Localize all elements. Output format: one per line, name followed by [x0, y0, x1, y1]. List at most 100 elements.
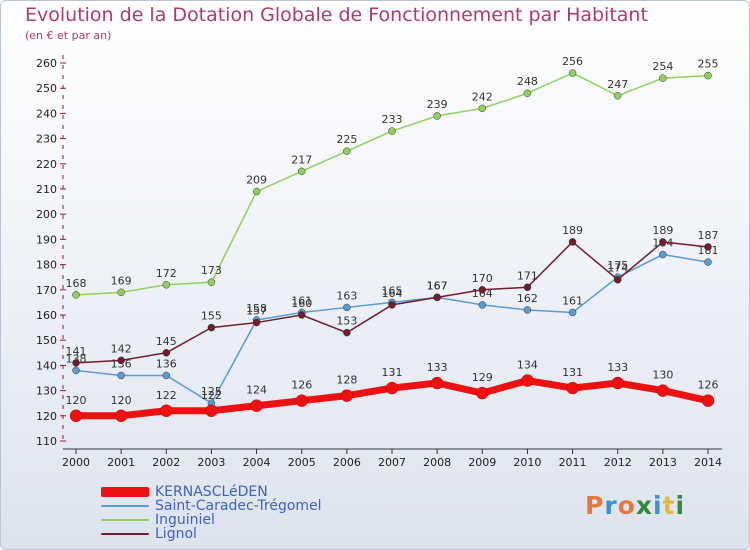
- data-point: [388, 301, 396, 309]
- data-point: [433, 112, 441, 120]
- y-tick-label: 190: [36, 233, 57, 246]
- data-point: [72, 291, 80, 299]
- data-point: [117, 288, 125, 297]
- data-label: 174: [607, 262, 628, 275]
- data-point: [343, 328, 351, 337]
- legend-swatch: [101, 533, 149, 535]
- data-label: 171: [517, 269, 538, 282]
- data-label: 164: [382, 287, 403, 300]
- legend-item: KERNASCLéDEN: [101, 485, 322, 499]
- logo-letter: P: [585, 491, 605, 520]
- data-point: [523, 283, 532, 292]
- data-label: 122: [156, 389, 177, 402]
- data-point: [207, 278, 216, 286]
- data-point: [162, 349, 171, 357]
- legend-item: Saint-Caradec-Trégomel: [101, 499, 322, 513]
- data-point: [659, 250, 667, 259]
- data-label: 225: [336, 133, 357, 146]
- chart-legend: KERNASCLéDEN Saint-Caradec-Trégomel Inguin…: [101, 485, 322, 541]
- y-tick-label: 210: [36, 183, 57, 196]
- data-label: 120: [111, 394, 132, 407]
- x-tick-label: 2008: [423, 456, 451, 469]
- y-tick-label: 160: [36, 309, 57, 322]
- y-tick-label: 220: [36, 158, 57, 171]
- data-point: [659, 74, 667, 82]
- data-label: 165: [382, 284, 403, 297]
- data-point: [388, 127, 396, 135]
- legend-item: Lignol: [101, 527, 322, 541]
- y-tick-label: 250: [36, 82, 57, 95]
- data-label: 163: [336, 289, 357, 302]
- x-tick-label: 2000: [62, 456, 90, 469]
- data-point: [72, 359, 80, 367]
- data-label: 126: [291, 379, 312, 392]
- data-label: 173: [201, 264, 222, 277]
- data-label: 124: [246, 384, 267, 397]
- data-point: [613, 92, 622, 100]
- logo-letter: t: [662, 491, 676, 520]
- data-point: [566, 381, 579, 395]
- legend-label: Inguiniel: [155, 512, 215, 528]
- data-label: 131: [562, 366, 583, 379]
- data-point: [568, 238, 577, 246]
- data-label: 217: [291, 153, 312, 166]
- data-label: 122: [201, 389, 222, 402]
- logo-letter: i: [675, 491, 686, 520]
- data-label: 142: [111, 342, 132, 355]
- data-label: 155: [201, 310, 222, 323]
- data-label: 126: [698, 379, 719, 392]
- data-label: 170: [472, 272, 493, 285]
- data-point: [656, 384, 670, 397]
- data-label: 160: [291, 297, 312, 310]
- data-point: [521, 374, 534, 387]
- x-tick-label: 2010: [513, 456, 541, 469]
- data-label: 161: [562, 294, 583, 307]
- y-tick-label: 240: [36, 107, 57, 120]
- data-point: [659, 238, 667, 246]
- data-point: [611, 376, 624, 390]
- data-label: 248: [517, 75, 538, 88]
- x-tick-label: 2002: [152, 456, 180, 469]
- y-tick-label: 120: [36, 410, 57, 423]
- data-point: [340, 389, 354, 402]
- data-point: [114, 409, 128, 423]
- legend-swatch: [101, 519, 149, 521]
- data-label: 167: [427, 279, 448, 292]
- y-tick-label: 230: [36, 133, 57, 146]
- data-label: 125: [201, 385, 222, 398]
- data-label: 189: [562, 224, 583, 237]
- legend-swatch: [101, 487, 149, 497]
- x-tick-label: 2006: [333, 456, 361, 469]
- data-label: 130: [652, 369, 673, 382]
- chart-subtitle: (en € et par an): [25, 29, 112, 42]
- data-label: 175: [607, 259, 628, 272]
- data-point: [72, 366, 80, 375]
- data-label: 168: [66, 277, 87, 290]
- x-tick-label: 2012: [604, 456, 632, 469]
- data-point: [117, 356, 125, 365]
- data-label: 129: [472, 371, 493, 384]
- y-tick-label: 260: [36, 57, 57, 70]
- logo-letter: o: [617, 491, 636, 520]
- data-point: [252, 318, 261, 327]
- data-label: 128: [336, 374, 357, 387]
- data-label: 136: [156, 357, 177, 370]
- data-point: [297, 311, 306, 319]
- data-label: 169: [111, 274, 132, 287]
- y-tick-label: 140: [36, 359, 57, 372]
- data-point: [343, 147, 351, 155]
- data-label: 158: [246, 302, 267, 315]
- x-tick-label: 2011: [559, 456, 587, 469]
- proxiti-logo: Proxiti: [585, 491, 685, 520]
- x-tick-label: 2013: [649, 456, 677, 469]
- data-point: [704, 258, 712, 266]
- y-tick-label: 150: [36, 334, 57, 347]
- data-label: 172: [156, 267, 177, 280]
- data-point: [250, 399, 263, 412]
- data-point: [297, 167, 306, 176]
- data-point: [478, 301, 487, 309]
- data-point: [385, 381, 399, 395]
- data-label: 242: [472, 90, 493, 103]
- logo-letter: r: [604, 491, 618, 520]
